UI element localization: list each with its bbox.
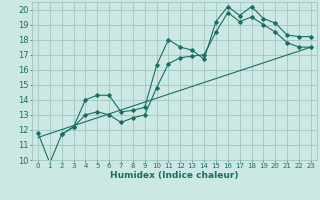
X-axis label: Humidex (Indice chaleur): Humidex (Indice chaleur) — [110, 171, 239, 180]
